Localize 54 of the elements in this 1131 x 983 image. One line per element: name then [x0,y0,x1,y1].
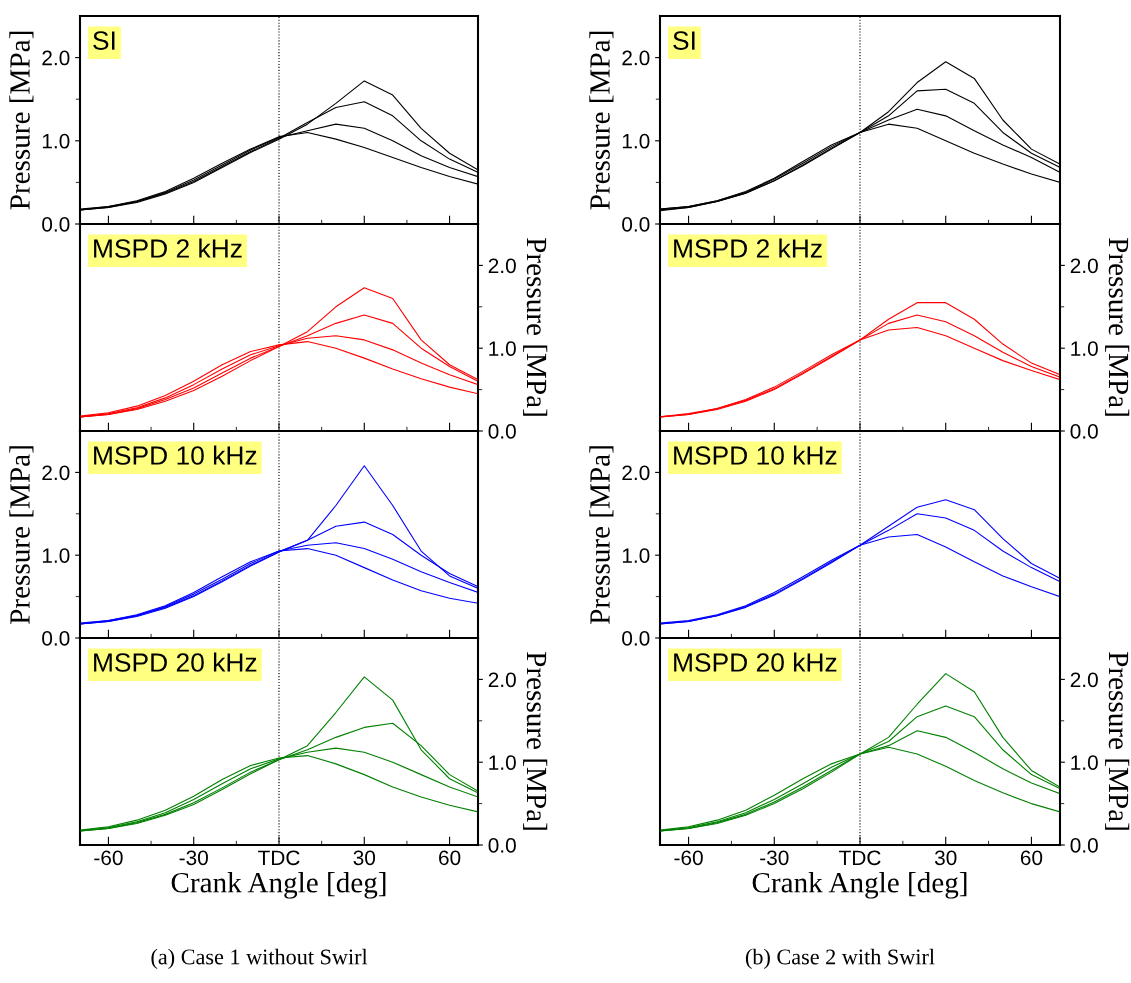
y-tick-label: 0.0 [622,631,650,646]
y-axis-title: Pressure [MPa] [9,446,34,624]
y2-tick-label: 1.0 [1071,755,1098,770]
y2-tick-label: 0.0 [1070,424,1098,439]
y2-axis-title: Pressure [MPa] [523,652,548,830]
x-tick-label: TDC [839,850,881,866]
y2-tick-label: 0.0 [488,838,516,853]
x-tick-label: -30 [179,850,208,866]
text: (b) Case 2 with Swirl [745,948,935,969]
y2-tick-label: 2.0 [1070,258,1098,274]
chart-title: MSPD 10 kHz [674,445,837,465]
x-tick-label: TDC [258,850,300,866]
x-tick-label: 60 [439,850,461,866]
y-tick-label: 2.0 [622,465,650,481]
y-tick-label: 2.0 [622,50,650,66]
y-tick-label: 0.0 [42,217,70,232]
x-tick-label: 30 [353,850,376,866]
y2-tick-label: 2.0 [488,672,516,688]
chart-title: MSPD 20 kHz [674,652,837,672]
x-axis-title: Crank Angle [deg] [752,872,967,899]
y2-tick-label: 1.0 [489,755,516,770]
chart-title: MSPD 10 kHz [94,445,257,465]
x-tick-label: -60 [94,850,123,866]
chart-title: MSPD 20 kHz [94,652,257,672]
x-axis-title: Crank Angle [deg] [171,872,386,899]
y-tick-label: 1.0 [622,133,650,149]
y2-tick-label: 2.0 [488,258,516,274]
chart-title: SI [673,31,695,50]
x-tick-label: 30 [934,850,957,866]
y-axis-title: Pressure [MPa] [9,31,34,210]
y-tick-label: 1.0 [42,548,70,563]
chart-title: MSPD 2 kHz [674,238,822,258]
y2-tick-label: 1.0 [489,341,516,356]
y-tick-label: 1.0 [42,133,70,149]
y-axis-title: Pressure [MPa] [589,31,614,210]
chart-title: SI [93,31,115,50]
y2-axis-title: Pressure [MPa] [1105,652,1130,830]
y-tick-label: 0.0 [622,217,650,232]
y2-tick-label: 2.0 [1070,672,1098,688]
x-tick-label: -60 [674,850,703,866]
y-tick-label: 2.0 [42,465,70,481]
y2-axis-title: Pressure [MPa] [523,238,548,416]
x-tick-label: 60 [1020,850,1043,866]
x-tick-label: -30 [760,850,789,866]
chart-title: MSPD 2 kHz [94,238,242,258]
y-tick-label: 0.0 [42,631,70,646]
y-tick-label: 2.0 [42,50,70,66]
y-axis-title: Pressure [MPa] [589,446,614,624]
y2-tick-label: 0.0 [488,424,516,439]
text: (a) Case 1 without Swirl [151,948,368,969]
y2-tick-label: 1.0 [1071,341,1098,356]
y2-axis-title: Pressure [MPa] [1105,238,1130,416]
y-tick-label: 1.0 [622,548,650,563]
y2-tick-label: 0.0 [1070,838,1098,853]
